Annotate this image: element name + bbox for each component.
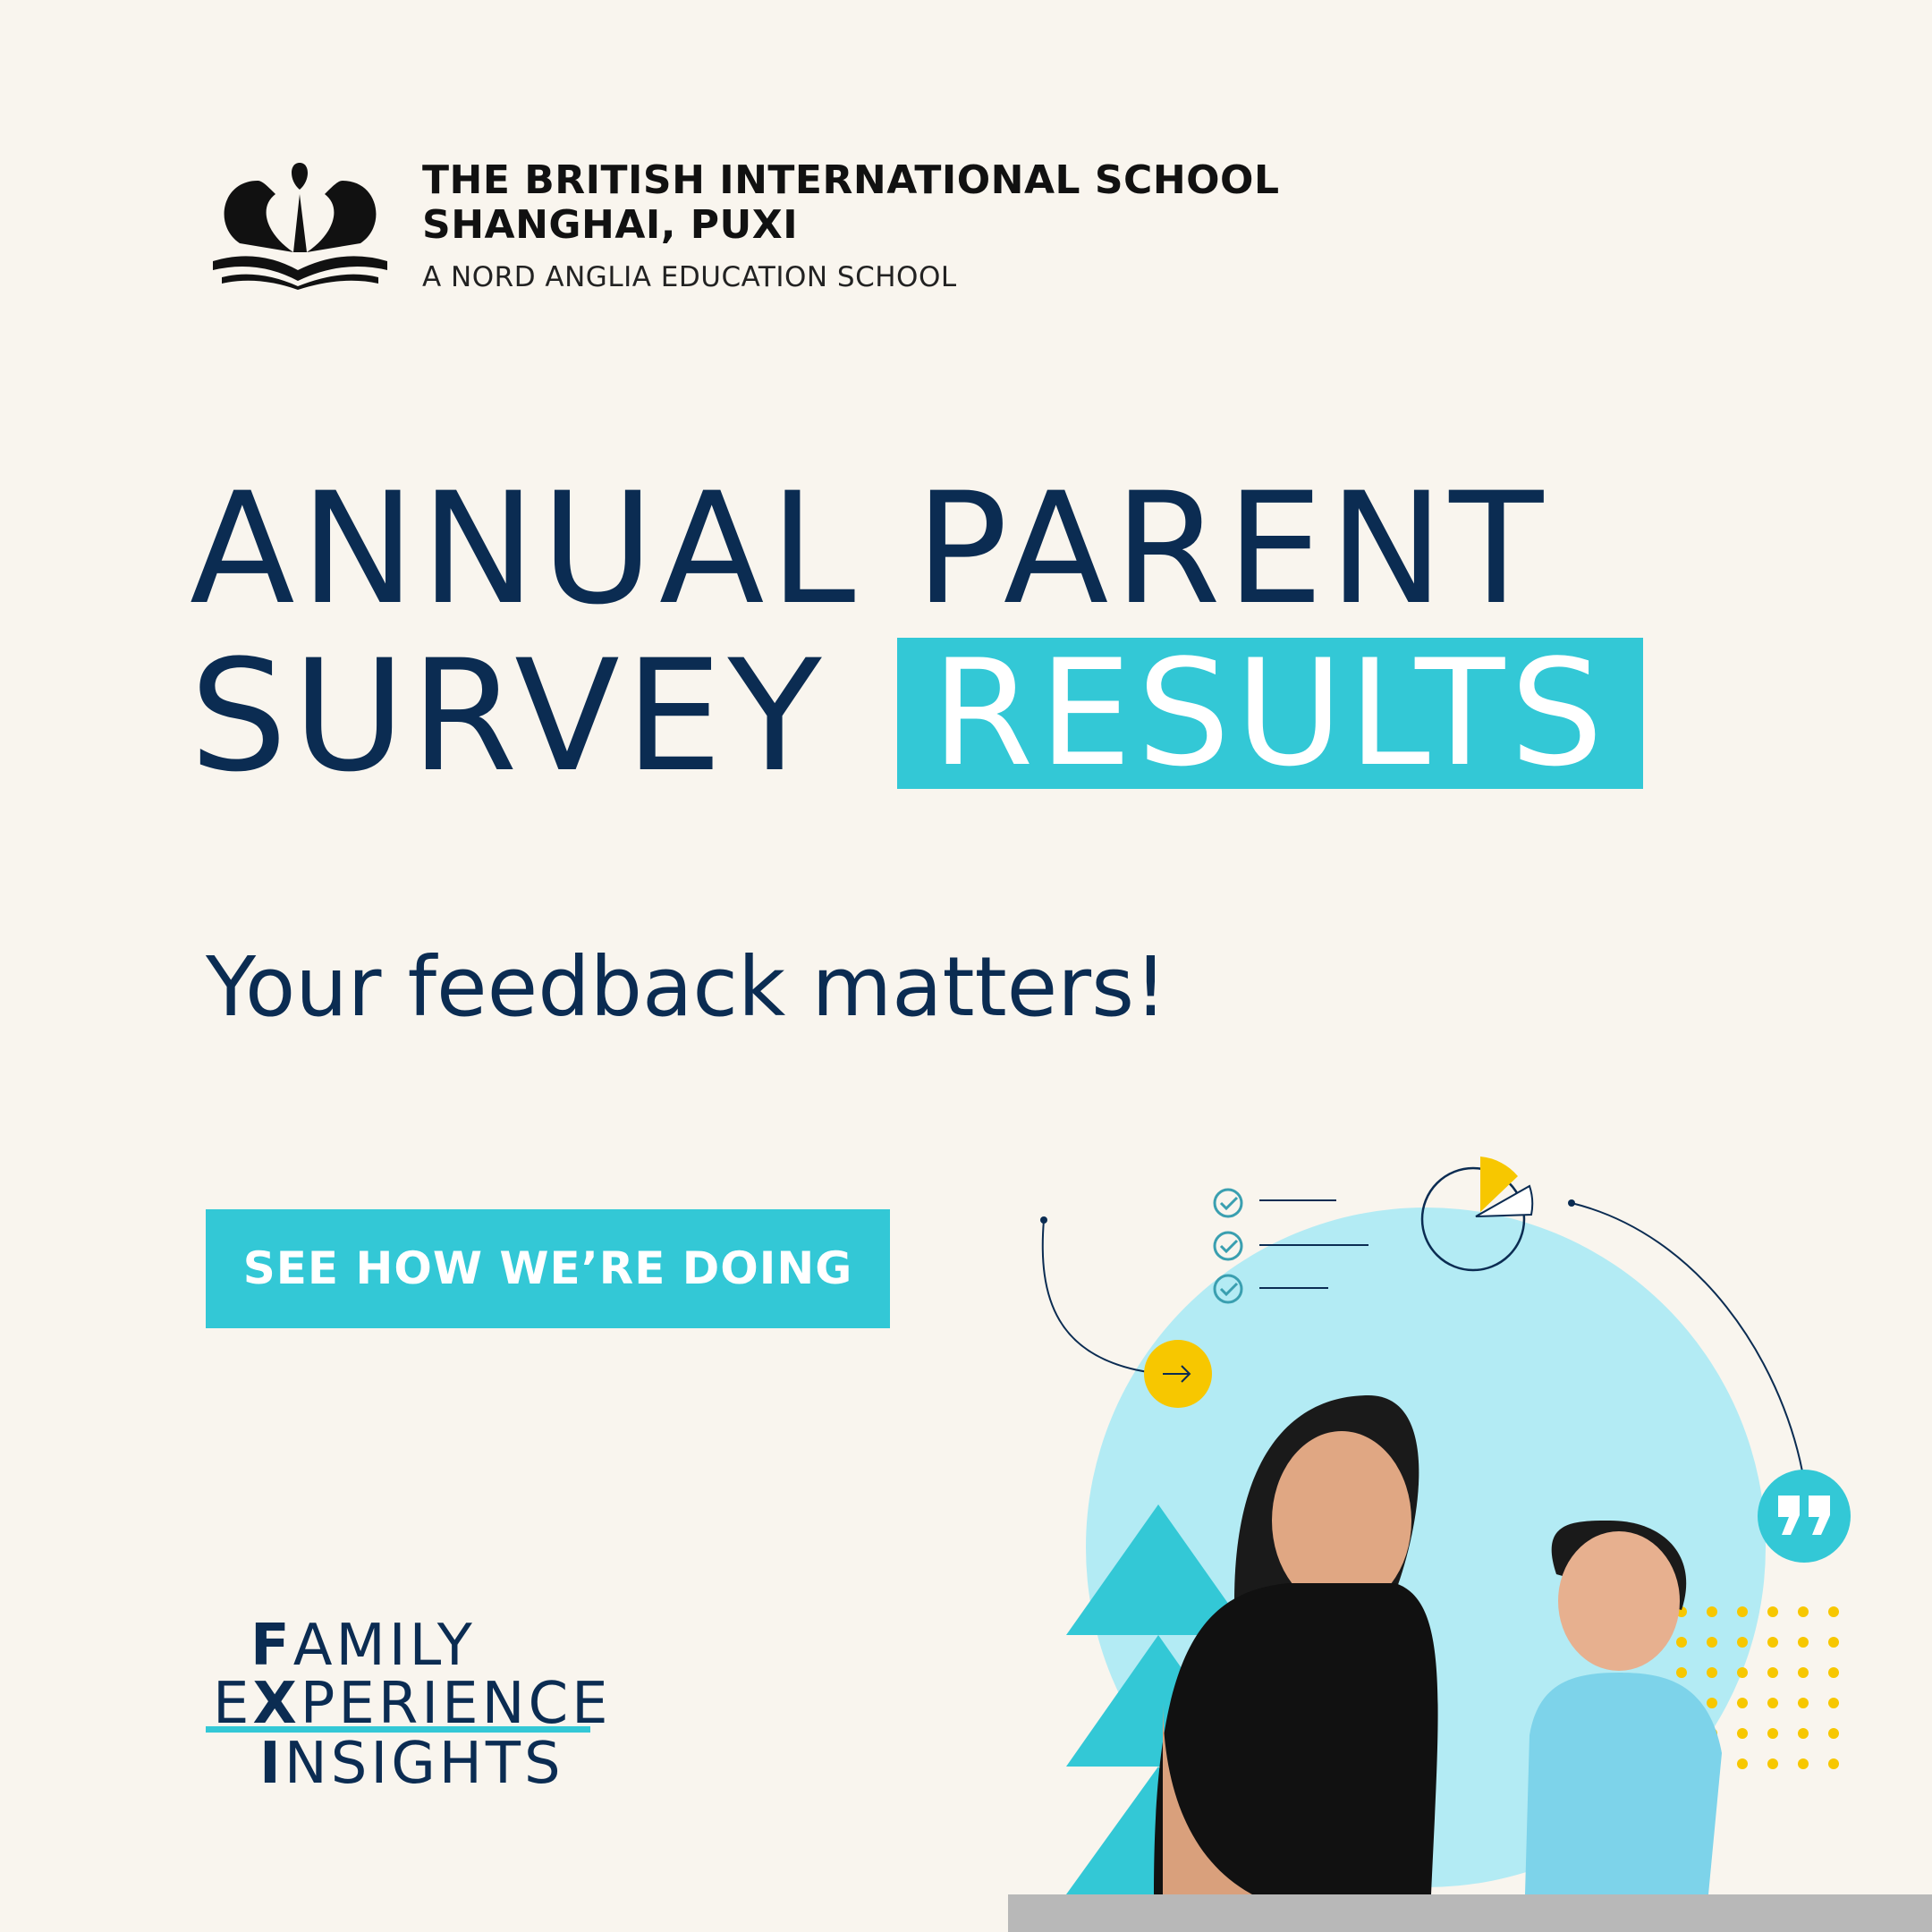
curved-arrow-line xyxy=(1041,1219,1155,1374)
title-highlight: RESULTS xyxy=(897,638,1643,789)
dot xyxy=(1737,1667,1748,1678)
dot xyxy=(1767,1667,1778,1678)
dot xyxy=(1707,1606,1717,1617)
badge-text: PERIENCE xyxy=(300,1671,612,1737)
dot xyxy=(1828,1728,1839,1739)
dot xyxy=(1767,1758,1778,1769)
pie-chart-icon xyxy=(1420,1157,1534,1272)
school-name-line1: THE BRITISH INTERNATIONAL SCHOOL xyxy=(422,157,1280,203)
dot xyxy=(1767,1728,1778,1739)
badge-initial-i: I xyxy=(259,1731,284,1797)
dot xyxy=(1707,1667,1717,1678)
dot xyxy=(1676,1667,1687,1678)
badge-text: NSIGHTS xyxy=(284,1731,564,1797)
dot xyxy=(1707,1637,1717,1648)
dot xyxy=(1737,1606,1748,1617)
crown-book-crest-icon xyxy=(213,163,387,290)
badge-line-experience: EXPERIENCE xyxy=(213,1675,612,1733)
see-how-were-doing-button[interactable]: SEE HOW WE’RE DOING xyxy=(206,1209,890,1328)
dot xyxy=(1798,1728,1809,1739)
dot xyxy=(1798,1758,1809,1769)
dot xyxy=(1798,1667,1809,1678)
dot xyxy=(1828,1667,1839,1678)
striped-floor xyxy=(1008,1894,1932,1932)
dot xyxy=(1767,1606,1778,1617)
dot xyxy=(1737,1698,1748,1708)
badge-line-insights: INSIGHTS xyxy=(259,1735,564,1792)
title-line2: SURVEY xyxy=(190,626,827,806)
arrow-right-icon xyxy=(1144,1340,1212,1408)
badge-text: E xyxy=(213,1671,253,1737)
dot xyxy=(1828,1637,1839,1648)
school-name-line2: SHANGHAI, PUXI xyxy=(422,202,799,248)
subtitle: Your feedback matters! xyxy=(206,939,1167,1035)
dot xyxy=(1737,1728,1748,1739)
badge-line-family: FAMILY xyxy=(250,1617,476,1674)
dot xyxy=(1828,1758,1839,1769)
badge-initial-x: X xyxy=(252,1671,301,1737)
dot xyxy=(1767,1698,1778,1708)
dot xyxy=(1798,1698,1809,1708)
badge-text: AMILY xyxy=(292,1613,476,1679)
teacher-and-child-photo xyxy=(1154,1395,1722,1894)
checklist-icon xyxy=(1213,1188,1368,1304)
quote-icon xyxy=(1758,1470,1851,1563)
curved-line-right xyxy=(1571,1202,1803,1472)
dot xyxy=(1676,1637,1687,1648)
dot xyxy=(1707,1698,1717,1708)
badge-underline xyxy=(206,1726,590,1733)
dot xyxy=(1828,1698,1839,1708)
badge-initial-f: F xyxy=(250,1613,293,1679)
title-line1: ANNUAL PARENT xyxy=(190,459,1549,639)
dot xyxy=(1767,1637,1778,1648)
school-tagline: A NORD ANGLIA EDUCATION SCHOOL xyxy=(422,261,957,293)
dot xyxy=(1798,1637,1809,1648)
dot xyxy=(1737,1637,1748,1648)
dot xyxy=(1737,1758,1748,1769)
dot xyxy=(1828,1606,1839,1617)
dot xyxy=(1798,1606,1809,1617)
